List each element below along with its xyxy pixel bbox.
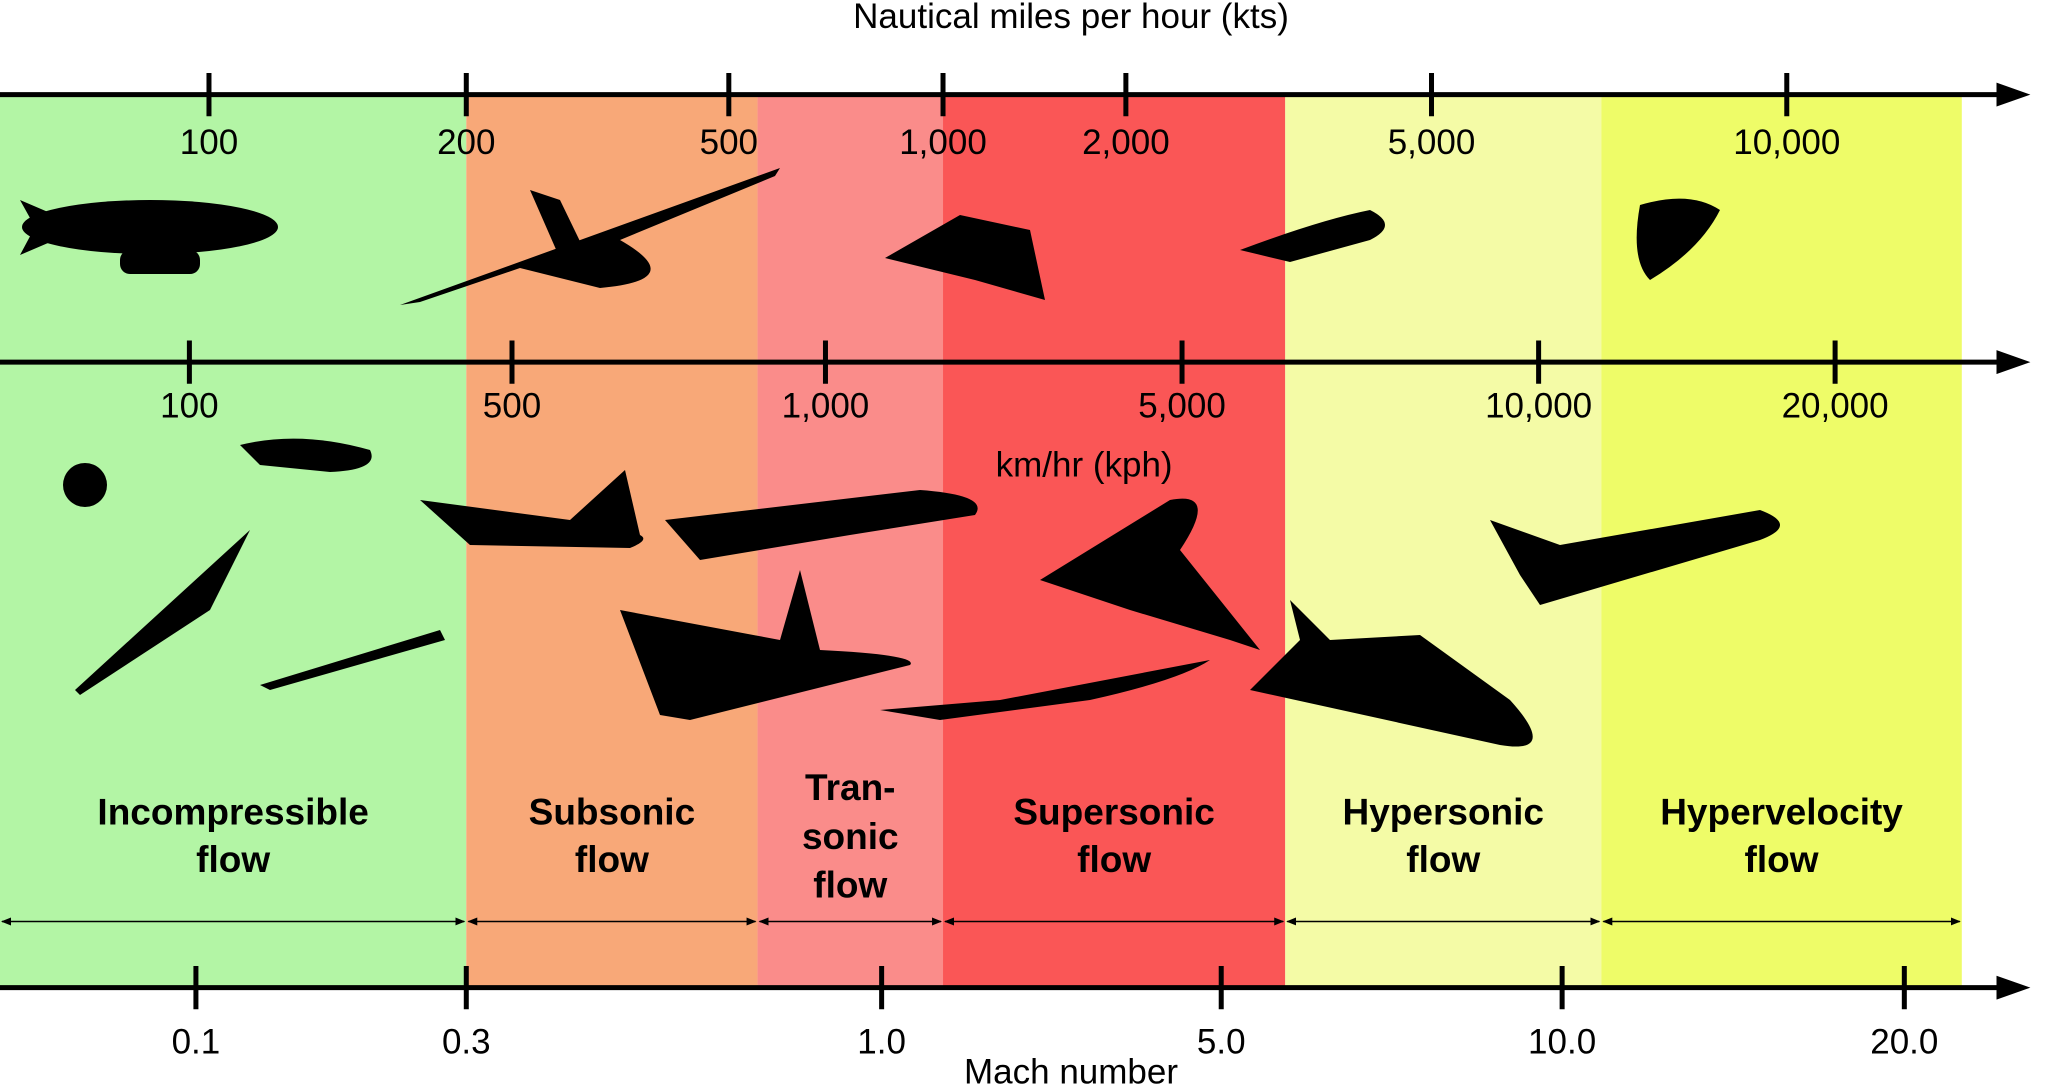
region-label: flow bbox=[813, 864, 887, 905]
region-label: Subsonic bbox=[529, 792, 696, 833]
tick-label: 1.0 bbox=[857, 1023, 906, 1062]
tick-label: 1,000 bbox=[782, 386, 870, 425]
tick-label: 2,000 bbox=[1082, 123, 1170, 162]
axis-title: Mach number bbox=[964, 1052, 1178, 1089]
regions-background bbox=[0, 94, 1962, 988]
tick-label: 5,000 bbox=[1388, 123, 1476, 162]
region-label: sonic bbox=[802, 816, 899, 857]
region-label: Hypervelocity bbox=[1660, 792, 1903, 833]
axis-title: km/hr (kph) bbox=[996, 446, 1173, 485]
region-label: Tran- bbox=[805, 767, 895, 808]
tick-label: 10,000 bbox=[1485, 386, 1592, 425]
tick-label: 200 bbox=[437, 123, 495, 162]
tick-label: 0.3 bbox=[442, 1023, 491, 1062]
axis-title: Nautical miles per hour (kts) bbox=[853, 0, 1289, 36]
tick-label: 0.1 bbox=[172, 1023, 221, 1062]
tick-label: 20.0 bbox=[1870, 1023, 1938, 1062]
tick-label: 100 bbox=[160, 386, 218, 425]
tick-label: 10,000 bbox=[1733, 123, 1840, 162]
tick-label: 1,000 bbox=[899, 123, 987, 162]
tick-label: 5,000 bbox=[1138, 386, 1226, 425]
tick-label: 5.0 bbox=[1197, 1023, 1246, 1062]
aircraft-silhouettes bbox=[20, 168, 1780, 747]
tick-label: 500 bbox=[483, 386, 541, 425]
region-label: Supersonic bbox=[1013, 792, 1215, 833]
region-label: flow bbox=[1406, 839, 1480, 880]
region-label: flow bbox=[1745, 839, 1819, 880]
region-label: flow bbox=[196, 839, 270, 880]
region-label: flow bbox=[575, 839, 649, 880]
region-label: Incompressible bbox=[97, 792, 368, 833]
tick-label: 10.0 bbox=[1528, 1023, 1596, 1062]
tick-label: 100 bbox=[180, 123, 238, 162]
tick-label: 500 bbox=[700, 123, 758, 162]
region-label: Hypersonic bbox=[1343, 792, 1545, 833]
tick-label: 20,000 bbox=[1782, 386, 1889, 425]
region-label: flow bbox=[1077, 839, 1151, 880]
